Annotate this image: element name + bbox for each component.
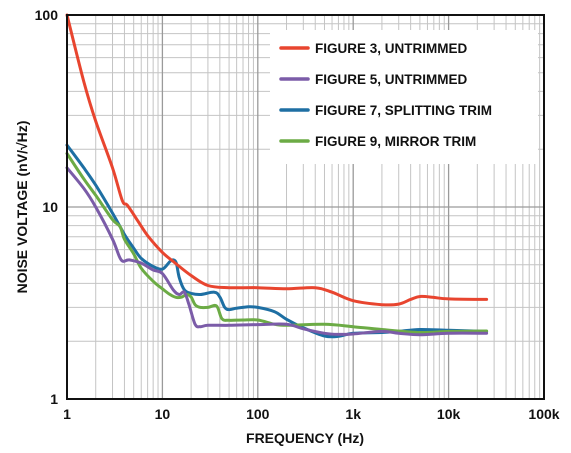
plot-frame <box>66 14 545 400</box>
x-tick-label: 10 <box>155 406 171 422</box>
series-layer <box>65 13 489 339</box>
y-tick-label: 100 <box>35 7 59 23</box>
y-axis-title: NOISE VOLTAGE (nV/√Hz) <box>14 121 30 294</box>
legend-label-4: FIGURE 9, MIRROR TRIM <box>315 134 476 149</box>
x-tick-label: 10k <box>437 406 461 422</box>
legend: FIGURE 3, UNTRIMMED FIGURE 5, UNTRIMMED FI… <box>270 30 538 164</box>
legend-box <box>270 30 538 164</box>
legend-label-1: FIGURE 3, UNTRIMMED <box>315 41 468 56</box>
series-line-2 <box>65 166 489 337</box>
x-tick-labels: 1 10 100 1k 10k 100k <box>63 406 560 422</box>
x-tick-label: 1 <box>63 406 71 422</box>
x-tick-label: 100k <box>528 406 559 422</box>
x-axis-title: FREQUENCY (Hz) <box>246 430 364 446</box>
legend-label-2: FIGURE 5, UNTRIMMED <box>315 72 468 87</box>
y-tick-label: 10 <box>42 199 58 215</box>
y-tick-labels: 1 10 100 <box>35 7 59 407</box>
series-line-1 <box>65 13 489 307</box>
x-tick-label: 100 <box>246 406 270 422</box>
series-line-4 <box>65 152 489 335</box>
y-tick-label: 1 <box>50 391 58 407</box>
x-tick-label: 1k <box>345 406 361 422</box>
legend-label-3: FIGURE 7, SPLITTING TRIM <box>315 103 492 118</box>
